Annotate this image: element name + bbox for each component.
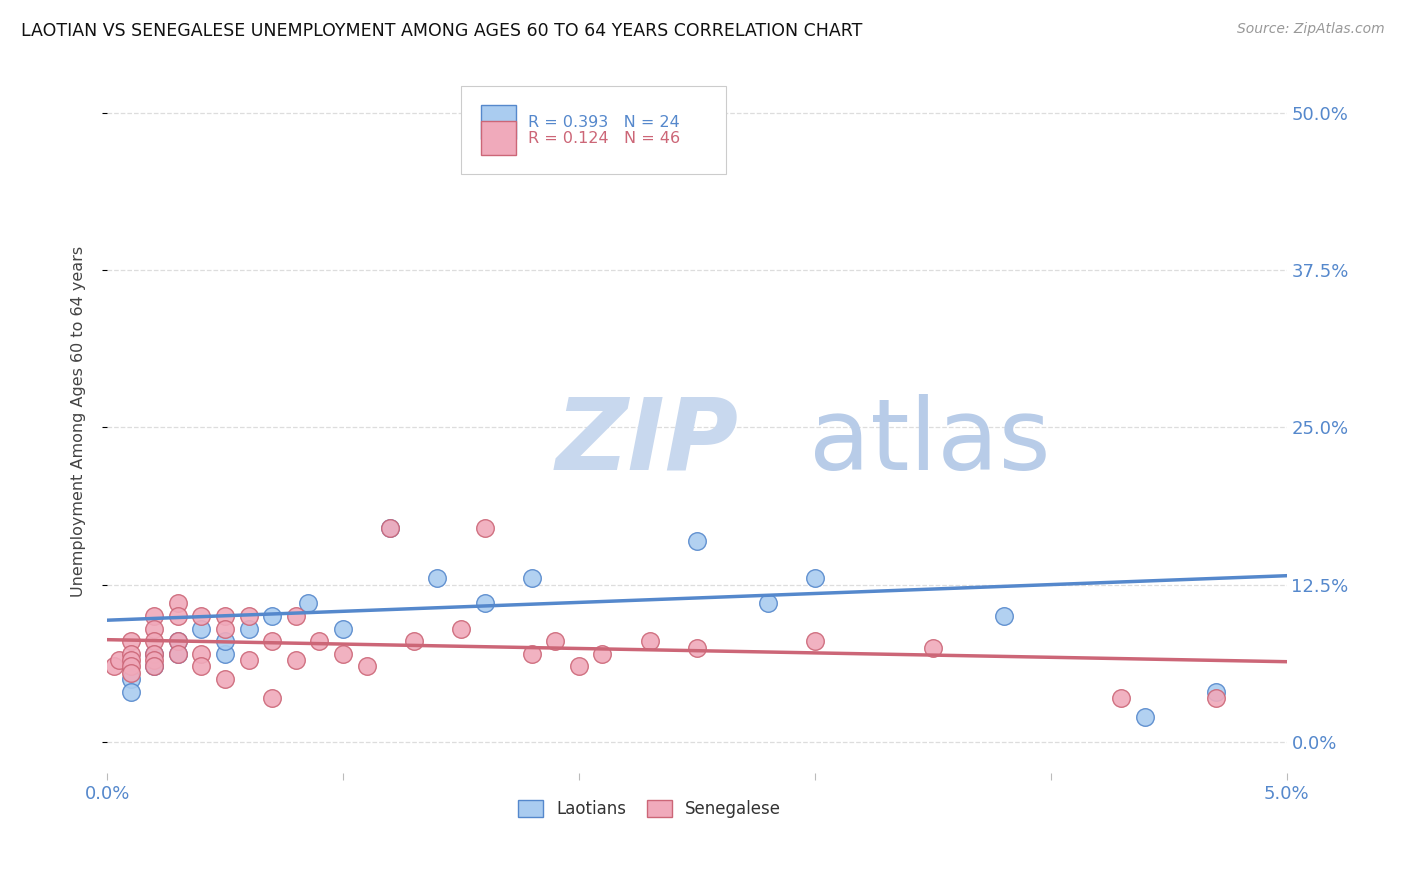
Point — [614, 144, 637, 158]
Point — [120, 634, 142, 648]
Point — [143, 659, 166, 673]
Point — [568, 659, 591, 673]
Point — [120, 659, 142, 673]
Point — [238, 653, 260, 667]
Point — [450, 622, 472, 636]
Text: Source: ZipAtlas.com: Source: ZipAtlas.com — [1237, 22, 1385, 37]
Text: atlas: atlas — [808, 393, 1050, 491]
Point — [1111, 690, 1133, 705]
Point — [108, 653, 131, 667]
Point — [308, 634, 330, 648]
Point — [378, 521, 401, 535]
Point — [143, 659, 166, 673]
Point — [143, 647, 166, 661]
Point — [190, 609, 212, 624]
Point — [120, 665, 142, 680]
Point — [166, 647, 188, 661]
FancyBboxPatch shape — [461, 87, 727, 174]
Point — [686, 640, 709, 655]
Point — [166, 609, 188, 624]
Point — [474, 521, 496, 535]
Point — [143, 647, 166, 661]
Point — [284, 609, 307, 624]
Point — [638, 634, 661, 648]
Point — [166, 634, 188, 648]
FancyBboxPatch shape — [481, 121, 516, 155]
Point — [297, 597, 319, 611]
Point — [190, 659, 212, 673]
Point — [756, 597, 779, 611]
Point — [262, 609, 284, 624]
Point — [120, 647, 142, 661]
Legend: Laotians, Senegalese: Laotians, Senegalese — [512, 794, 787, 825]
Text: LAOTIAN VS SENEGALESE UNEMPLOYMENT AMONG AGES 60 TO 64 YEARS CORRELATION CHART: LAOTIAN VS SENEGALESE UNEMPLOYMENT AMONG… — [21, 22, 862, 40]
Text: R = 0.393   N = 24: R = 0.393 N = 24 — [529, 114, 681, 129]
Point — [238, 622, 260, 636]
Point — [214, 622, 236, 636]
Text: ZIP: ZIP — [555, 393, 738, 491]
Point — [686, 533, 709, 548]
Point — [166, 634, 188, 648]
Point — [1205, 690, 1227, 705]
Point — [190, 647, 212, 661]
Point — [284, 653, 307, 667]
Point — [214, 672, 236, 686]
Point — [332, 647, 354, 661]
Point — [166, 597, 188, 611]
Point — [166, 647, 188, 661]
Point — [120, 653, 142, 667]
Point — [378, 521, 401, 535]
Point — [474, 597, 496, 611]
Y-axis label: Unemployment Among Ages 60 to 64 years: Unemployment Among Ages 60 to 64 years — [72, 245, 86, 597]
Point — [103, 659, 125, 673]
Point — [143, 634, 166, 648]
Point — [120, 672, 142, 686]
Point — [544, 634, 567, 648]
Point — [520, 571, 543, 585]
Point — [214, 647, 236, 661]
Point — [332, 622, 354, 636]
Point — [804, 634, 827, 648]
Point — [591, 647, 613, 661]
Point — [520, 647, 543, 661]
Point — [1133, 710, 1156, 724]
Point — [993, 609, 1015, 624]
Point — [143, 653, 166, 667]
Point — [262, 634, 284, 648]
Point — [426, 571, 449, 585]
Point — [143, 622, 166, 636]
Point — [214, 634, 236, 648]
Point — [214, 609, 236, 624]
Point — [1205, 684, 1227, 698]
Point — [402, 634, 425, 648]
Point — [921, 640, 943, 655]
Point — [120, 684, 142, 698]
Point — [143, 609, 166, 624]
Point — [804, 571, 827, 585]
Point — [238, 609, 260, 624]
Point — [190, 622, 212, 636]
Point — [356, 659, 378, 673]
Text: R = 0.124   N = 46: R = 0.124 N = 46 — [529, 131, 681, 145]
Point — [262, 690, 284, 705]
FancyBboxPatch shape — [481, 105, 516, 139]
